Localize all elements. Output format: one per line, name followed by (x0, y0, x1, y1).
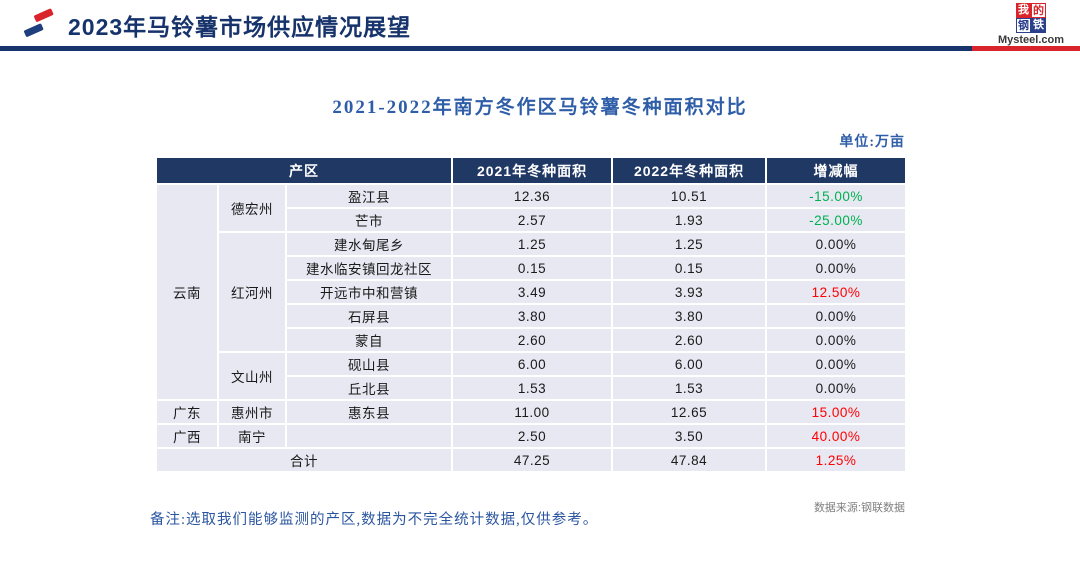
value-cell: 10.51 (611, 183, 768, 209)
value-cell: 2.60 (611, 327, 768, 353)
note-text: 备注:选取我们能够监测的产区,数据为不完全统计数据,仅供参考。 (150, 512, 599, 528)
area-table-wrap: 产区 2021年冬种面积 2022年冬种面积 增减幅 云南 德宏州 盈江县 12.36 10.… (154, 156, 908, 473)
table-header-row: 产区 2021年冬种面积 2022年冬种面积 增减幅 (154, 156, 908, 185)
change-cell: 0.00% (765, 327, 908, 353)
table-title: 2021-2022年南方冬作区马铃薯冬种面积对比 (332, 97, 748, 118)
province-cell: 云南 (155, 183, 219, 401)
brand-domain: Mysteel.com (997, 34, 1065, 46)
prefecture-cell: 文山州 (217, 351, 287, 401)
value-cell: 2.60 (451, 327, 614, 353)
value-cell: 3.80 (611, 303, 768, 329)
table-head: 产区 2021年冬种面积 2022年冬种面积 增减幅 (154, 156, 908, 185)
mysteel-logo-grid: 我的钢铁 (1016, 3, 1046, 33)
change-cell: -25.00% (765, 207, 908, 233)
header-divider (0, 46, 1080, 51)
table-header-cell: 2021年冬种面积 (451, 156, 614, 185)
value-cell: 2.50 (451, 423, 614, 449)
value-cell: 3.93 (611, 279, 768, 305)
change-cell: -15.00% (765, 183, 908, 209)
prefecture-cell: 德宏州 (217, 183, 287, 233)
value-cell: 3.50 (611, 423, 768, 449)
change-cell: 0.00% (765, 303, 908, 329)
value-cell: 0.15 (451, 255, 614, 281)
value-cell: 6.00 (611, 351, 768, 377)
county-cell: 石屏县 (284, 303, 454, 329)
change-cell: 1.25% (765, 447, 908, 473)
county-cell: 盈江县 (284, 183, 454, 209)
brand-char-tie: 铁 (1031, 18, 1046, 33)
prefecture-cell: 南宁 (217, 423, 287, 449)
table-row: 丘北县 1.53 1.53 0.00% (156, 375, 908, 401)
unit-label: 单位:万亩 (839, 135, 905, 150)
header-bar: 2023年马铃薯市场供应情况展望 我的钢铁 Mysteel.com (0, 0, 1080, 46)
table-header-cell: 产区 (154, 156, 454, 185)
change-cell: 40.00% (765, 423, 908, 449)
value-cell: 1.25 (451, 231, 614, 257)
change-cell: 15.00% (765, 399, 908, 425)
brand-char-wo: 我 (1016, 3, 1031, 18)
change-cell: 0.00% (765, 255, 908, 281)
county-cell: 惠东县 (284, 399, 454, 425)
value-cell: 0.15 (611, 255, 768, 281)
table-row: 合计 47.25 47.84 1.25% (154, 447, 908, 473)
province-cell: 广西 (155, 423, 219, 449)
change-cell: 0.00% (765, 351, 908, 377)
table-row: 广西 南宁 2.50 3.50 40.00% (155, 423, 908, 449)
change-cell: 12.50% (765, 279, 908, 305)
data-source: 数据来源:钢联数据 (813, 502, 905, 514)
value-cell: 47.84 (611, 447, 768, 473)
county-cell: 砚山县 (284, 351, 454, 377)
mysteel-logo: 我的钢铁 Mysteel.com (992, 3, 1070, 46)
table-body: 云南 德宏州 盈江县 12.36 10.51 -15.00% 芒市 2.57 1.93 -25.0… (154, 183, 908, 473)
value-cell: 1.53 (451, 375, 614, 401)
value-cell: 1.93 (611, 207, 768, 233)
brand-char-gang: 钢 (1016, 18, 1031, 33)
value-cell: 1.25 (611, 231, 768, 257)
change-cell: 0.00% (765, 231, 908, 257)
value-cell: 47.25 (451, 447, 614, 473)
prefecture-cell: 惠州市 (217, 399, 287, 425)
table-row: 云南 德宏州 盈江县 12.36 10.51 -15.00% (155, 183, 908, 401)
area-table: 产区 2021年冬种面积 2022年冬种面积 增减幅 云南 德宏州 盈江县 12.36 10.… (154, 156, 908, 473)
county-cell: 丘北县 (284, 375, 454, 401)
county-cell (284, 423, 454, 449)
county-cell: 开远市中和营镇 (284, 279, 454, 305)
county-cell: 芒市 (284, 207, 454, 233)
change-cell: 0.00% (765, 375, 908, 401)
table-row: 开远市中和营镇 3.49 3.93 12.50% (156, 279, 908, 305)
total-label-cell: 合计 (154, 447, 454, 473)
table-row: 石屏县 3.80 3.80 0.00% (156, 303, 908, 329)
value-cell: 6.00 (451, 351, 614, 377)
table-row: 蒙自 2.60 2.60 0.00% (156, 327, 908, 353)
table-row: 建水临安镇回龙社区 0.15 0.15 0.00% (156, 255, 908, 281)
table-row: 芒市 2.57 1.93 -25.00% (156, 207, 908, 233)
value-cell: 3.49 (451, 279, 614, 305)
county-cell: 建水临安镇回龙社区 (284, 255, 454, 281)
value-cell: 2.57 (451, 207, 614, 233)
brand-char-de: 的 (1031, 3, 1046, 18)
table-header-cell: 增减幅 (765, 156, 908, 185)
table-row: 红河州 建水甸尾乡 1.25 1.25 0.00% (156, 231, 908, 353)
table-row: 文山州 砚山县 6.00 6.00 0.00% (156, 351, 908, 401)
value-cell: 3.80 (451, 303, 614, 329)
table-header-cell: 2022年冬种面积 (611, 156, 768, 185)
county-cell: 建水甸尾乡 (284, 231, 454, 257)
table-row: 广东 惠州市 惠东县 11.00 12.65 15.00% (155, 399, 908, 425)
value-cell: 1.53 (611, 375, 768, 401)
province-cell: 广东 (155, 399, 219, 425)
value-cell: 12.36 (451, 183, 614, 209)
county-cell: 蒙自 (284, 327, 454, 353)
value-cell: 11.00 (451, 399, 614, 425)
value-cell: 12.65 (611, 399, 768, 425)
prefecture-cell: 红河州 (217, 231, 287, 353)
page-title: 2023年马铃薯市场供应情况展望 (68, 14, 412, 40)
mysteel-flash-icon (21, 7, 59, 46)
